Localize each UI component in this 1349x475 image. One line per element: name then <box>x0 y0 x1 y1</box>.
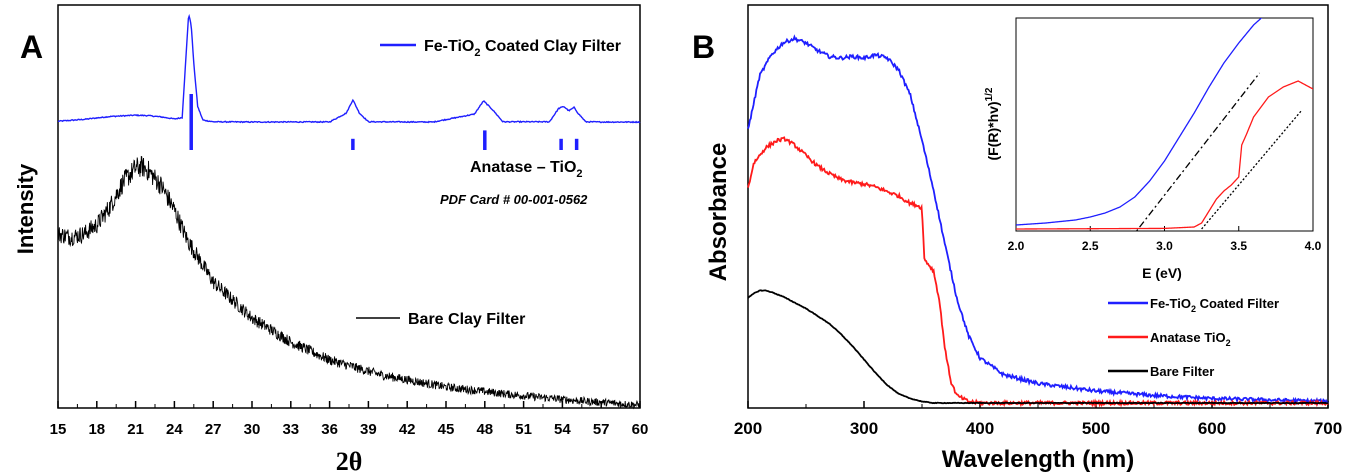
inset-y-axis-label: (F(R)*hv)1/2 <box>984 87 1001 160</box>
panel-a-tick-label-54: 54 <box>554 421 571 438</box>
panel-a-tick-label-57: 57 <box>593 421 610 438</box>
inset-tick-label-3-5: 3.5 <box>1230 239 1247 253</box>
inset-series-anatase-tio2 <box>1016 80 1313 230</box>
inset-frame <box>1015 17 1314 232</box>
panel-b-tick-label-500: 500 <box>1082 419 1110 438</box>
legend-label-anatase-tio2: Anatase TiO2 <box>1150 330 1231 348</box>
panel-b-tick-label-600: 600 <box>1198 419 1226 438</box>
panel-a-tick-label-21: 21 <box>127 421 144 438</box>
panel-label-b: B <box>692 29 715 65</box>
inset-tick-label-3-0: 3.0 <box>1156 239 1173 253</box>
inset-tangent-line-2 <box>1201 110 1302 230</box>
panel-a-tick-label-48: 48 <box>476 421 493 438</box>
panel-b-tick-label-300: 300 <box>850 419 878 438</box>
inset-curves <box>1016 18 1313 231</box>
panel-a-tick-label-51: 51 <box>515 421 532 438</box>
inset-plot-area <box>1016 18 1313 231</box>
panel-b: 200 300 400 500 600 700 Fe-TiO2 Coated Filter… <box>705 4 1342 473</box>
panel-a-tick-label-60: 60 <box>632 421 649 438</box>
panel-a-tick-label-36: 36 <box>321 421 338 438</box>
panel-a-tick-label-33: 33 <box>282 421 299 438</box>
legend-label-fe-tio2-coated-clay-filter: Fe-TiO2 Coated Clay Filter <box>424 38 621 59</box>
series-bare-clay-filter <box>57 155 640 410</box>
series-bare-filter <box>747 289 1329 405</box>
panel-a: 15 18 21 24 27 30 33 36 39 42 45 48 51 54 57 60 Fe-TiO2… <box>13 4 649 475</box>
panel-a-tick-label-18: 18 <box>88 421 105 438</box>
inset-tangent-line-1 <box>1135 72 1261 231</box>
panel-label-a: A <box>20 29 43 65</box>
panel-b-plot-area <box>747 34 1329 408</box>
inset-series-fe-tio2 <box>1016 18 1263 226</box>
panel-a-tick-label-42: 42 <box>399 421 416 438</box>
panel-b-tick-label-200: 200 <box>734 419 762 438</box>
inset-tick-label-4-0: 4.0 <box>1305 239 1322 253</box>
reference-label-anatase: Anatase – TiO2 <box>470 159 583 180</box>
panel-b-x-axis: 200 300 400 500 600 700 <box>734 401 1342 438</box>
inset-tauc-plot: 2.0 2.5 3.0 3.5 4.0 E (eV) (F(R)*hv)1/2 <box>984 17 1322 281</box>
x-axis-label-2theta: 2θ <box>336 447 363 475</box>
panel-a-tick-label-45: 45 <box>438 421 455 438</box>
legend-label-fe-tio2-coated-filter: Fe-TiO2 Coated Filter <box>1150 296 1279 314</box>
inset-tick-label-2-5: 2.5 <box>1082 239 1099 253</box>
series-fe-tio2-coated-clay-filter <box>57 13 641 124</box>
y-axis-label-absorbance: Absorbance <box>705 143 732 282</box>
panel-a-x-axis: 15 18 21 24 27 30 33 36 39 42 45 48 51 54 57 60 <box>50 401 649 438</box>
panel-a-plot-area <box>57 13 641 410</box>
legend-label-bare-clay-filter: Bare Clay Filter <box>408 311 525 328</box>
reference-card-number: PDF Card # 00-001-0562 <box>440 192 588 207</box>
panel-b-tick-label-700: 700 <box>1314 419 1342 438</box>
panel-a-tick-label-15: 15 <box>50 421 67 438</box>
panel-a-tick-label-24: 24 <box>166 421 183 438</box>
legend-label-bare-filter: Bare Filter <box>1150 364 1214 379</box>
y-axis-label-intensity: Intensity <box>13 163 38 254</box>
x-axis-label-wavelength: Wavelength (nm) <box>942 446 1134 473</box>
series-anatase-tio2 <box>747 136 1329 408</box>
panel-a-tick-label-39: 39 <box>360 421 377 438</box>
panel-a-tick-label-30: 30 <box>244 421 261 438</box>
inset-x-axis-label: E (eV) <box>1142 265 1182 281</box>
panel-b-legend: Fe-TiO2 Coated Filter Anatase TiO2 Bare … <box>1108 296 1279 379</box>
series-fe-tio2-coated-filter <box>747 34 1329 406</box>
panel-a-tick-label-27: 27 <box>205 421 222 438</box>
panel-b-tick-label-400: 400 <box>966 419 994 438</box>
inset-tick-label-2-0: 2.0 <box>1008 239 1025 253</box>
inset-x-axis: 2.0 2.5 3.0 3.5 4.0 <box>1008 226 1322 253</box>
